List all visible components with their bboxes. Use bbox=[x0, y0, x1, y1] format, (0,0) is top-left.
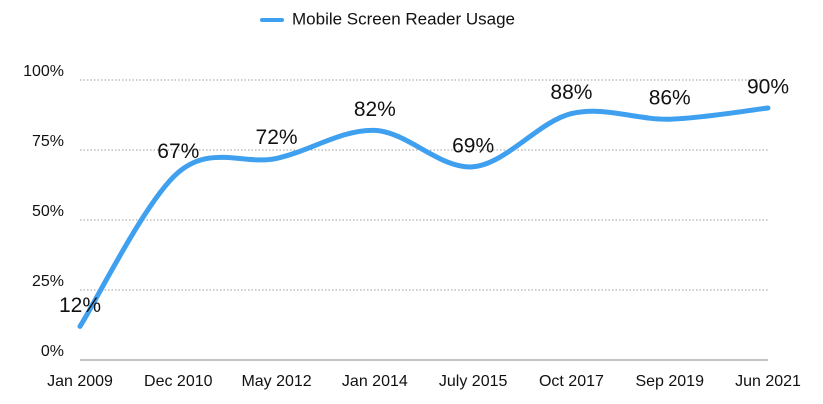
legend-label: Mobile Screen Reader Usage bbox=[292, 9, 515, 28]
value-label: 72% bbox=[256, 126, 298, 149]
x-tick-label: Jan 2014 bbox=[342, 373, 408, 390]
value-label: 82% bbox=[354, 98, 396, 121]
x-tick-label: July 2015 bbox=[439, 373, 508, 390]
x-tick-label: Jan 2009 bbox=[47, 373, 113, 390]
y-tick-label: 25% bbox=[32, 273, 64, 290]
y-tick-label: 0% bbox=[41, 343, 64, 360]
y-tick-label: 50% bbox=[32, 203, 64, 220]
value-label: 67% bbox=[157, 140, 199, 163]
x-tick-label: Dec 2010 bbox=[144, 373, 213, 390]
x-tick-label: May 2012 bbox=[241, 373, 311, 390]
x-tick-label: Jun 2021 bbox=[735, 373, 801, 390]
x-tick-label: Oct 2017 bbox=[539, 373, 604, 390]
y-tick-label: 75% bbox=[32, 133, 64, 150]
x-tick-label: Sep 2019 bbox=[635, 373, 704, 390]
data-line bbox=[77, 105, 771, 329]
value-label: 12% bbox=[59, 294, 101, 317]
value-label: 90% bbox=[747, 76, 789, 99]
value-label: 88% bbox=[550, 81, 592, 104]
y-tick-label: 100% bbox=[23, 63, 64, 80]
value-label: 86% bbox=[649, 87, 691, 110]
value-label: 69% bbox=[452, 134, 494, 157]
